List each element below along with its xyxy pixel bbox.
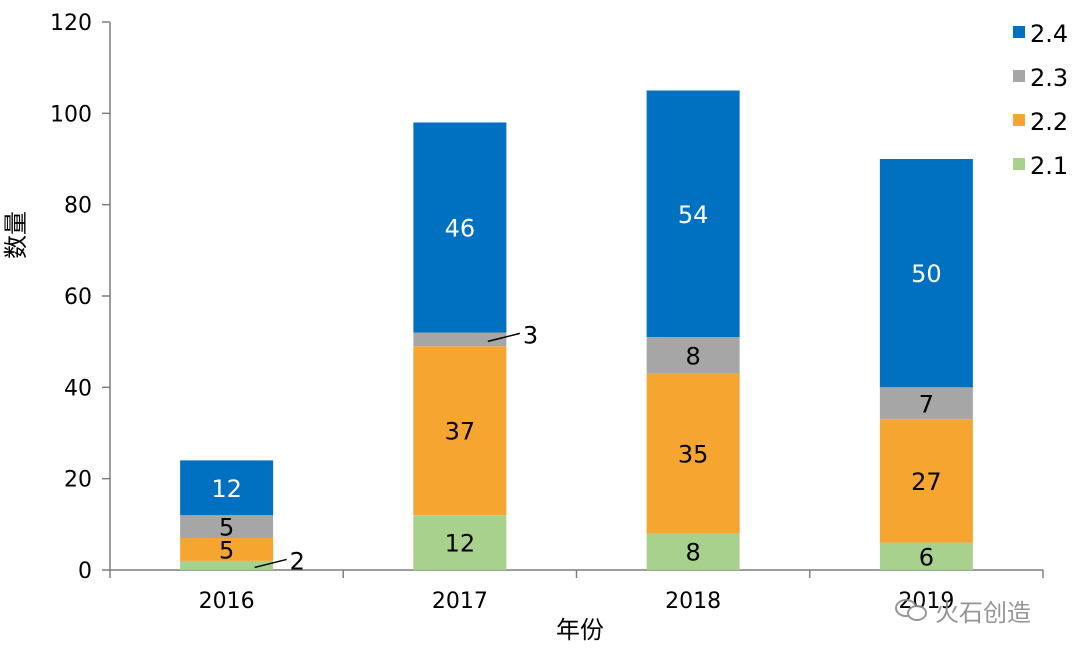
watermark: 火石创造: [895, 590, 1070, 630]
legend-swatch: [1013, 158, 1025, 170]
data-label: 12: [445, 530, 476, 558]
y-tick-label: 20: [64, 468, 92, 493]
data-label: 37: [445, 418, 476, 446]
y-tick-label: 120: [50, 11, 92, 36]
data-label: 27: [911, 468, 942, 496]
data-label: 50: [911, 260, 942, 288]
x-axis-title: 年份: [556, 616, 604, 644]
data-label: 5: [219, 514, 234, 542]
bar-segment-2-4: [646, 90, 740, 338]
data-label: 3: [523, 321, 538, 349]
bar-segment-2-4: [413, 122, 507, 333]
y-tick-label: 0: [78, 559, 92, 584]
legend-label: 2.3: [1030, 64, 1068, 92]
leader-line: [487, 332, 521, 343]
y-tick-label: 60: [64, 285, 92, 310]
bar-segment-2-3: [180, 515, 274, 539]
bar-stacks: [180, 90, 973, 570]
bar-segment-2-3: [413, 332, 507, 347]
legend-swatch: [1013, 26, 1025, 38]
bar-segment-2-1: [646, 533, 740, 570]
bar-segment-2-2: [413, 346, 507, 516]
bar-segment-2-3: [879, 387, 973, 420]
legend-swatch: [1013, 70, 1025, 82]
data-label: 8: [685, 342, 700, 370]
data-label: 46: [445, 215, 476, 243]
data-label: 54: [678, 201, 709, 229]
bar-segment-2-2: [879, 419, 973, 543]
y-axis-title: 数量: [2, 211, 30, 259]
watermark-text: 火石创造: [935, 598, 1031, 627]
bar-segment-2-1: [180, 560, 274, 570]
y-axis: 0 20 40 60 80 100 120: [50, 11, 111, 584]
data-label: 8: [685, 539, 700, 567]
bar-segment-2-2: [646, 373, 740, 534]
y-tick-label: 40: [64, 376, 92, 401]
x-tick-label: 2016: [199, 589, 255, 614]
bar-segment-2-1: [879, 542, 973, 570]
legend-label: 2.4: [1030, 20, 1068, 48]
data-label: 7: [919, 390, 934, 418]
data-label: 5: [219, 536, 234, 564]
legend: 2.4 2.3 2.2 2.1: [1013, 20, 1068, 180]
leader-line: [254, 558, 287, 569]
bar-value-labels: 2 55 12 12 37 3 46 8 35 8 54 6 27 7 50: [211, 201, 941, 576]
x-tick-label: 2017: [432, 589, 488, 614]
data-label: 6: [919, 543, 934, 571]
bar-segment-2-2: [180, 538, 274, 561]
legend-label: 2.1: [1030, 152, 1068, 180]
bar-segment-2-4: [180, 460, 274, 516]
y-tick-label: 100: [50, 102, 92, 127]
y-tick-label: 80: [64, 194, 92, 219]
data-label: 35: [678, 441, 709, 469]
wechat-icon: [895, 596, 929, 624]
bar-segment-2-3: [646, 337, 740, 374]
data-label: 2: [290, 547, 305, 575]
data-label: 12: [211, 475, 242, 503]
legend-label: 2.2: [1030, 108, 1068, 136]
bar-segment-2-4: [879, 159, 973, 388]
x-tick-label: 2018: [665, 589, 721, 614]
bar-segment-2-1: [413, 515, 507, 570]
legend-swatch: [1013, 114, 1025, 126]
